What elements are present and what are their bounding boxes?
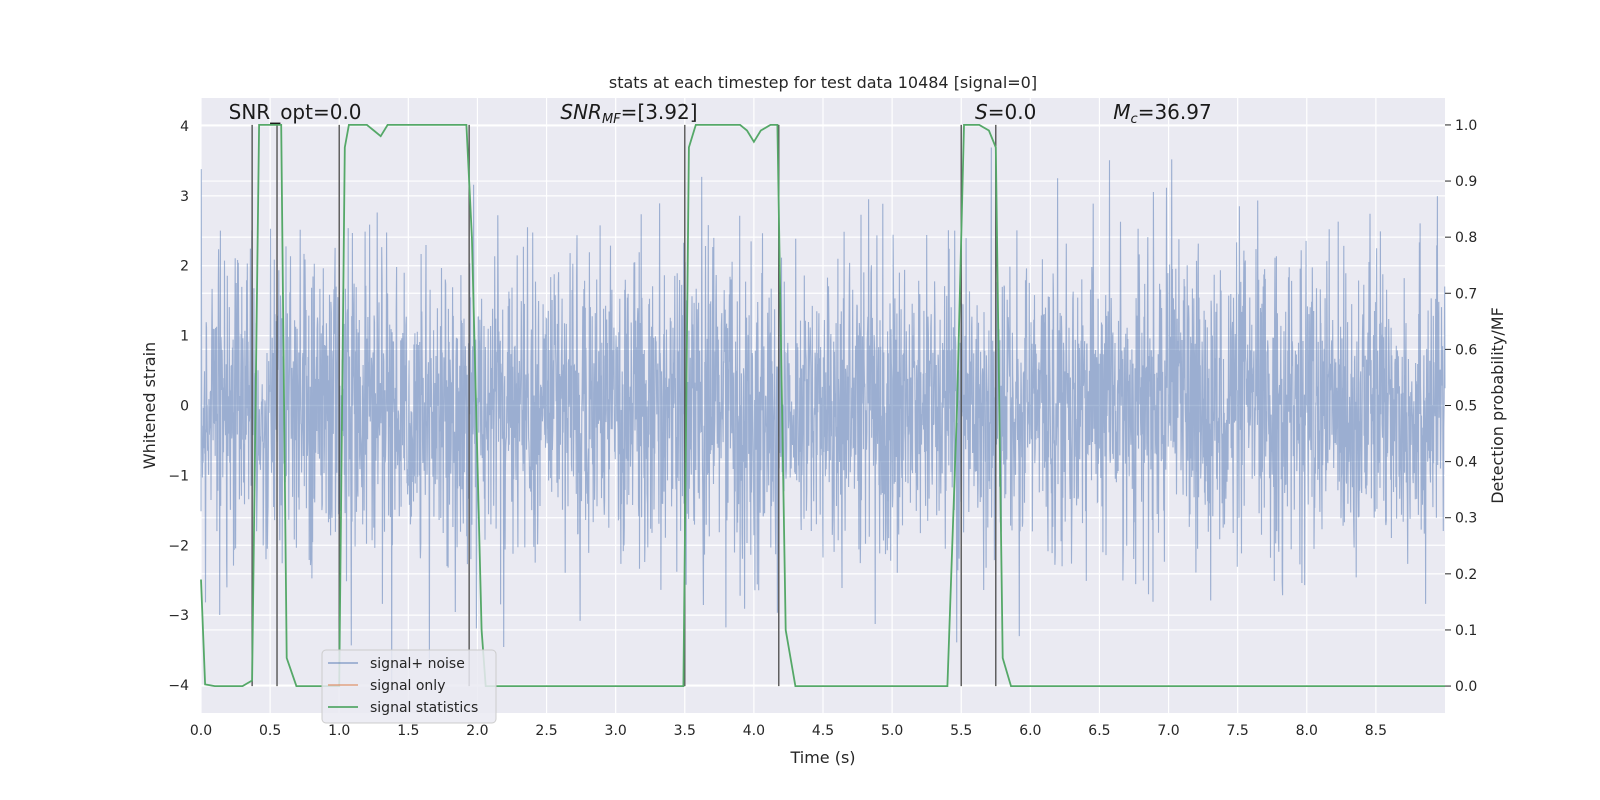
x-tick-label: 8.5 bbox=[1365, 723, 1387, 739]
x-tick-label: 3.0 bbox=[605, 723, 627, 739]
y-axis-label: Whitened strain bbox=[140, 342, 159, 469]
x-tick-label: 1.5 bbox=[397, 723, 419, 739]
annotation-snr-opt: SNR_opt=0.0 bbox=[229, 100, 362, 124]
y2-axis-label: Detection probability/MF bbox=[1488, 307, 1507, 504]
x-axis-label: Time (s) bbox=[789, 748, 855, 767]
y-tick-label: 3 bbox=[180, 189, 189, 205]
x-tick-label: 0.0 bbox=[190, 723, 212, 739]
x-tick-label: 8.0 bbox=[1296, 723, 1318, 739]
legend-label-signal-only: signal only bbox=[370, 678, 445, 694]
x-tick-label: 5.5 bbox=[950, 723, 972, 739]
x-tick-label: 4.5 bbox=[812, 723, 834, 739]
y-tick-label: 2 bbox=[180, 259, 189, 275]
y-tick-label: 4 bbox=[180, 119, 189, 135]
signal-noise-line bbox=[200, 147, 1446, 691]
annotation-snr-mf-value: =[3.92] bbox=[621, 100, 698, 124]
y2-tick-label: 0.5 bbox=[1455, 399, 1477, 415]
y2-tick-label: 0.1 bbox=[1455, 623, 1477, 639]
annotation-s: S=0.0 bbox=[975, 100, 1036, 124]
y2-tick-label: 0.0 bbox=[1455, 679, 1477, 695]
y2-tick-label: 0.8 bbox=[1455, 230, 1477, 246]
annotation-snr-mf-main: SNR bbox=[560, 100, 602, 124]
x-tick-label: 5.0 bbox=[881, 723, 903, 739]
signal-statistics-line bbox=[200, 124, 1445, 687]
y2-tick-label: 0.7 bbox=[1455, 286, 1477, 302]
x-tick-label: 2.0 bbox=[466, 723, 488, 739]
x-tick-label: 7.0 bbox=[1157, 723, 1179, 739]
x-tick-label: 4.0 bbox=[743, 723, 765, 739]
annotation-mc: Mc=36.97 bbox=[1113, 100, 1211, 127]
y2-tick-label: 0.3 bbox=[1455, 511, 1477, 527]
chart-title: stats at each timestep for test data 104… bbox=[609, 73, 1037, 92]
y2-tick-label: 0.4 bbox=[1455, 455, 1477, 471]
y-tick-label: −4 bbox=[168, 678, 189, 694]
y2-tick-label: 0.9 bbox=[1455, 174, 1477, 190]
y-tick-label: 1 bbox=[180, 329, 189, 345]
annotation-mc-symbol: M bbox=[1113, 100, 1130, 124]
stats-series-layer bbox=[200, 124, 1445, 687]
annotation-mc-value: =36.97 bbox=[1138, 100, 1212, 124]
x-tick-label: 2.5 bbox=[535, 723, 557, 739]
x-tick-labels: 0.0 0.5 1.0 1.5 2.0 2.5 3.0 3.5 4.0 4.5 5.0 5.5 6.0 6… bbox=[190, 723, 1387, 739]
x-tick-label: 3.5 bbox=[674, 723, 696, 739]
x-tick-label: 7.5 bbox=[1227, 723, 1249, 739]
x-tick-label: 1.0 bbox=[328, 723, 350, 739]
y-tick-labels: −4 −3 −2 −1 0 1 2 3 4 bbox=[168, 119, 189, 694]
y-tick-label: −3 bbox=[168, 608, 189, 624]
x-tick-label: 0.5 bbox=[259, 723, 281, 739]
noise-series-layer bbox=[200, 147, 1446, 691]
x-tick-label: 6.0 bbox=[1019, 723, 1041, 739]
legend-label-signal-statistics: signal statistics bbox=[370, 700, 478, 716]
annotation-snr-mf-sub: MF bbox=[602, 112, 621, 127]
y2-tick-label: 0.2 bbox=[1455, 567, 1477, 583]
y-tick-label: −2 bbox=[168, 538, 189, 554]
y-tick-label: 0 bbox=[180, 399, 189, 415]
y-tick-label: −1 bbox=[168, 468, 189, 484]
annotation-mc-sub: c bbox=[1131, 112, 1138, 127]
legend: signal+ noise signal only signal statist… bbox=[321, 649, 497, 724]
annotation-s-symbol: S bbox=[975, 100, 988, 124]
annotation-s-value: =0.0 bbox=[988, 100, 1037, 124]
x-tick-label: 6.5 bbox=[1088, 723, 1110, 739]
legend-box bbox=[321, 649, 497, 724]
y2-tick-label: 0.6 bbox=[1455, 342, 1477, 358]
legend-label-signal-noise: signal+ noise bbox=[370, 656, 465, 672]
y2-tick-labels: 0.0 0.1 0.2 0.3 0.4 0.5 0.6 0.7 0.8 0.9 1.0 bbox=[1445, 118, 1477, 695]
y2-tick-label: 1.0 bbox=[1455, 118, 1477, 134]
annotation-snr-mf: SNRMF=[3.92] bbox=[560, 100, 697, 127]
